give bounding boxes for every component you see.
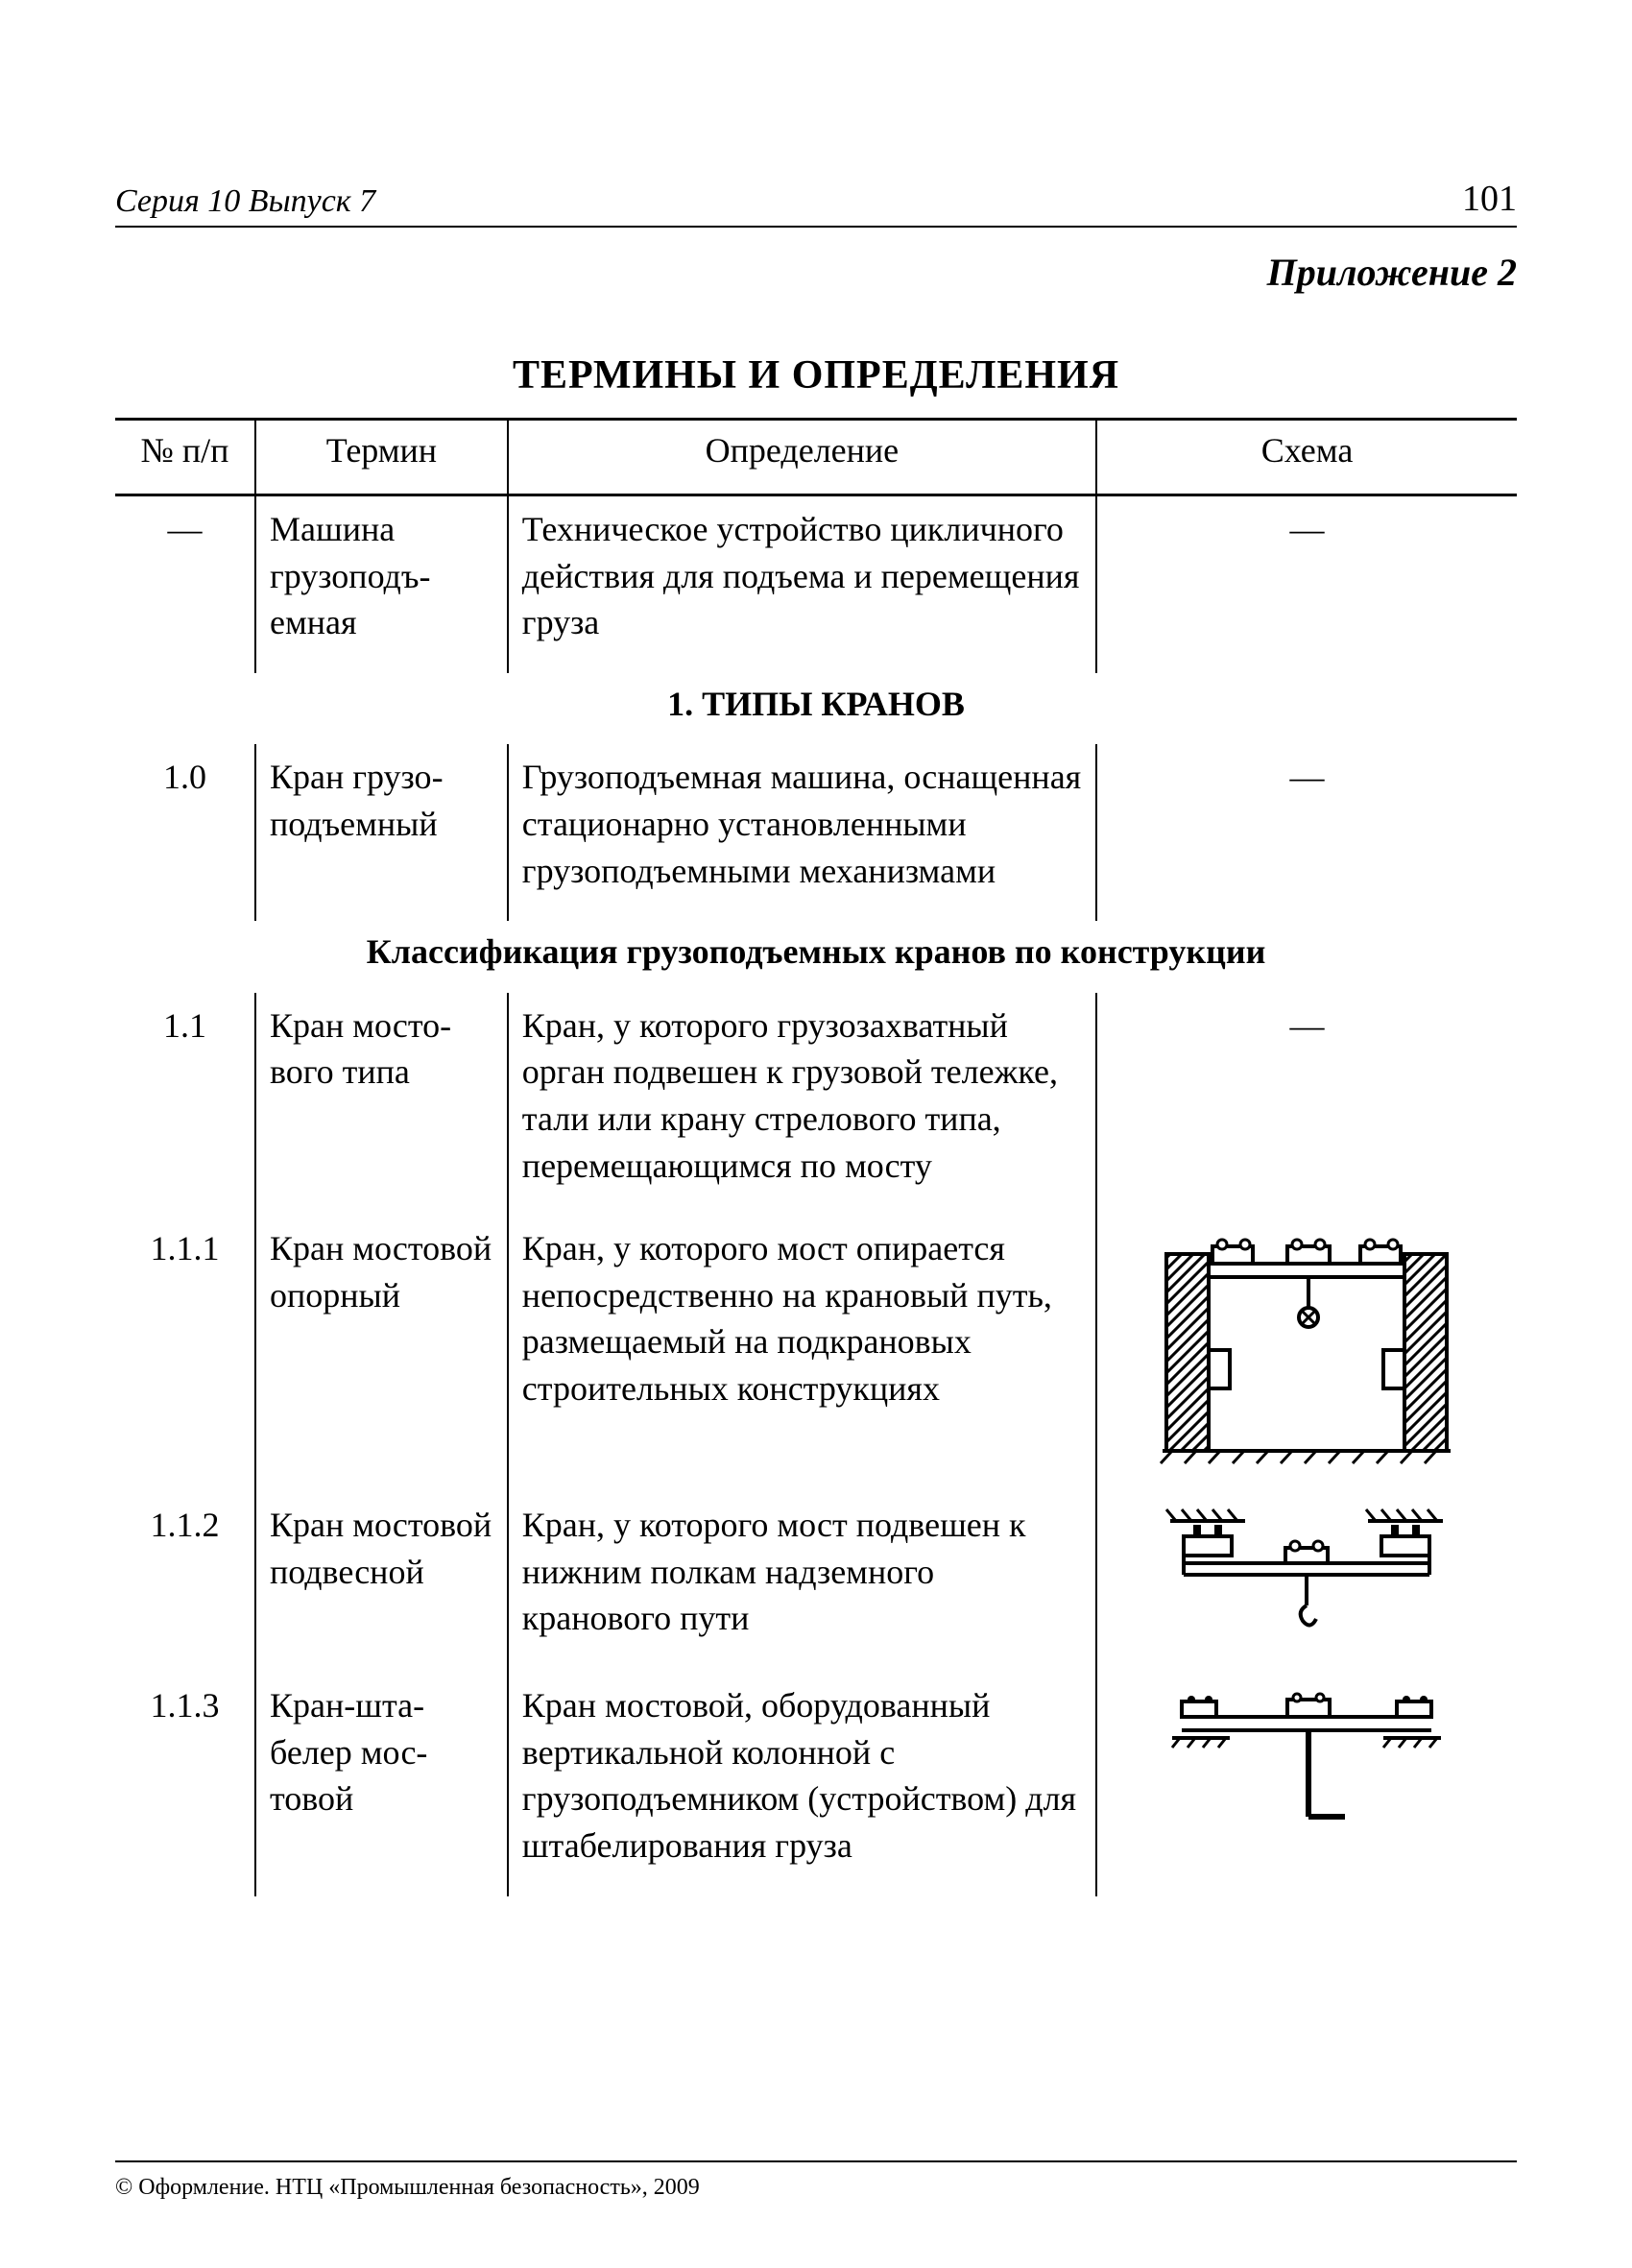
cell-schema — [1096, 1492, 1517, 1673]
cell-term: Кран мосто­вой опор­ный — [255, 1216, 508, 1492]
cell-num: 1.1.3 — [115, 1673, 255, 1895]
cell-num: 1.1.1 — [115, 1216, 255, 1492]
terms-table: № п/п Термин Определение Схема — Машина … — [115, 418, 1517, 1896]
appendix-label: Приложение 2 — [115, 250, 1517, 295]
section-title: 1. ТИПЫ КРАНОВ — [115, 673, 1517, 745]
running-head: Серия 10 Выпуск 7 101 — [115, 178, 1517, 228]
section-title: Классификация грузоподъемных кранов по к… — [115, 921, 1517, 993]
table-row: 1.1.2 Кран мосто­вой подвес­ной Кран, у … — [115, 1492, 1517, 1673]
table-row: — Машина грузоподъ­емная Техническое уст… — [115, 495, 1517, 673]
cell-term: Кран мосто­вой подвес­ной — [255, 1492, 508, 1673]
cell-num: 1.1 — [115, 993, 255, 1216]
footer-text: © Оформление. НТЦ «Промышленная безопасн… — [115, 2175, 700, 2201]
cell-def: Кран, у которого мост опира­ется непосре… — [508, 1216, 1096, 1492]
cell-schema — [1096, 1216, 1517, 1492]
cell-num: — — [115, 495, 255, 673]
table-row: 1.0 Кран грузо­подъемный Грузоподъемная … — [115, 744, 1517, 921]
crane-bridge-supported-icon — [1153, 1225, 1460, 1465]
section-row: 1. ТИПЫ КРАНОВ — [115, 673, 1517, 745]
cell-def: Грузоподъемная машина, ос­нащенная стаци… — [508, 744, 1096, 921]
footer-rule — [115, 2160, 1517, 2162]
cell-def: Кран мостовой, оборудован­ный вертикальн… — [508, 1673, 1096, 1895]
page: Серия 10 Выпуск 7 101 Приложение 2 ТЕРМИ… — [0, 0, 1632, 2268]
col-schema: Схема — [1096, 420, 1517, 495]
cell-schema — [1096, 1673, 1517, 1895]
cell-term: Кран мосто­вого типа — [255, 993, 508, 1216]
cell-def: Техническое устройство цик­личного дейст… — [508, 495, 1096, 673]
table-row: 1.1 Кран мосто­вого типа Кран, у которог… — [115, 993, 1517, 1216]
col-def: Определение — [508, 420, 1096, 495]
cell-def: Кран, у которого мост подве­шен к нижним… — [508, 1492, 1096, 1673]
series-label: Серия 10 Выпуск 7 — [115, 183, 375, 220]
cell-term: Машина грузоподъ­емная — [255, 495, 508, 673]
crane-stacker-icon — [1153, 1682, 1460, 1846]
table-row: 1.1.1 Кран мосто­вой опор­ный Кран, у ко… — [115, 1216, 1517, 1492]
table-header-row: № п/п Термин Определение Схема — [115, 420, 1517, 495]
col-num: № п/п — [115, 420, 255, 495]
section-row: Классификация грузоподъемных кранов по к… — [115, 921, 1517, 993]
page-number: 101 — [1462, 178, 1517, 220]
cell-term: Кран грузо­подъемный — [255, 744, 508, 921]
cell-schema: — — [1096, 744, 1517, 921]
crane-bridge-suspended-icon — [1153, 1502, 1460, 1646]
cell-num: 1.0 — [115, 744, 255, 921]
cell-term: Кран-шта­белер мос­товой — [255, 1673, 508, 1895]
cell-num: 1.1.2 — [115, 1492, 255, 1673]
cell-schema: — — [1096, 495, 1517, 673]
cell-schema: — — [1096, 993, 1517, 1216]
table-row: 1.1.3 Кран-шта­белер мос­товой Кран мост… — [115, 1673, 1517, 1895]
cell-def: Кран, у которого грузозахват­ный орган п… — [508, 993, 1096, 1216]
col-term: Термин — [255, 420, 508, 495]
page-title: ТЕРМИНЫ И ОПРЕДЕЛЕНИЯ — [115, 352, 1517, 398]
